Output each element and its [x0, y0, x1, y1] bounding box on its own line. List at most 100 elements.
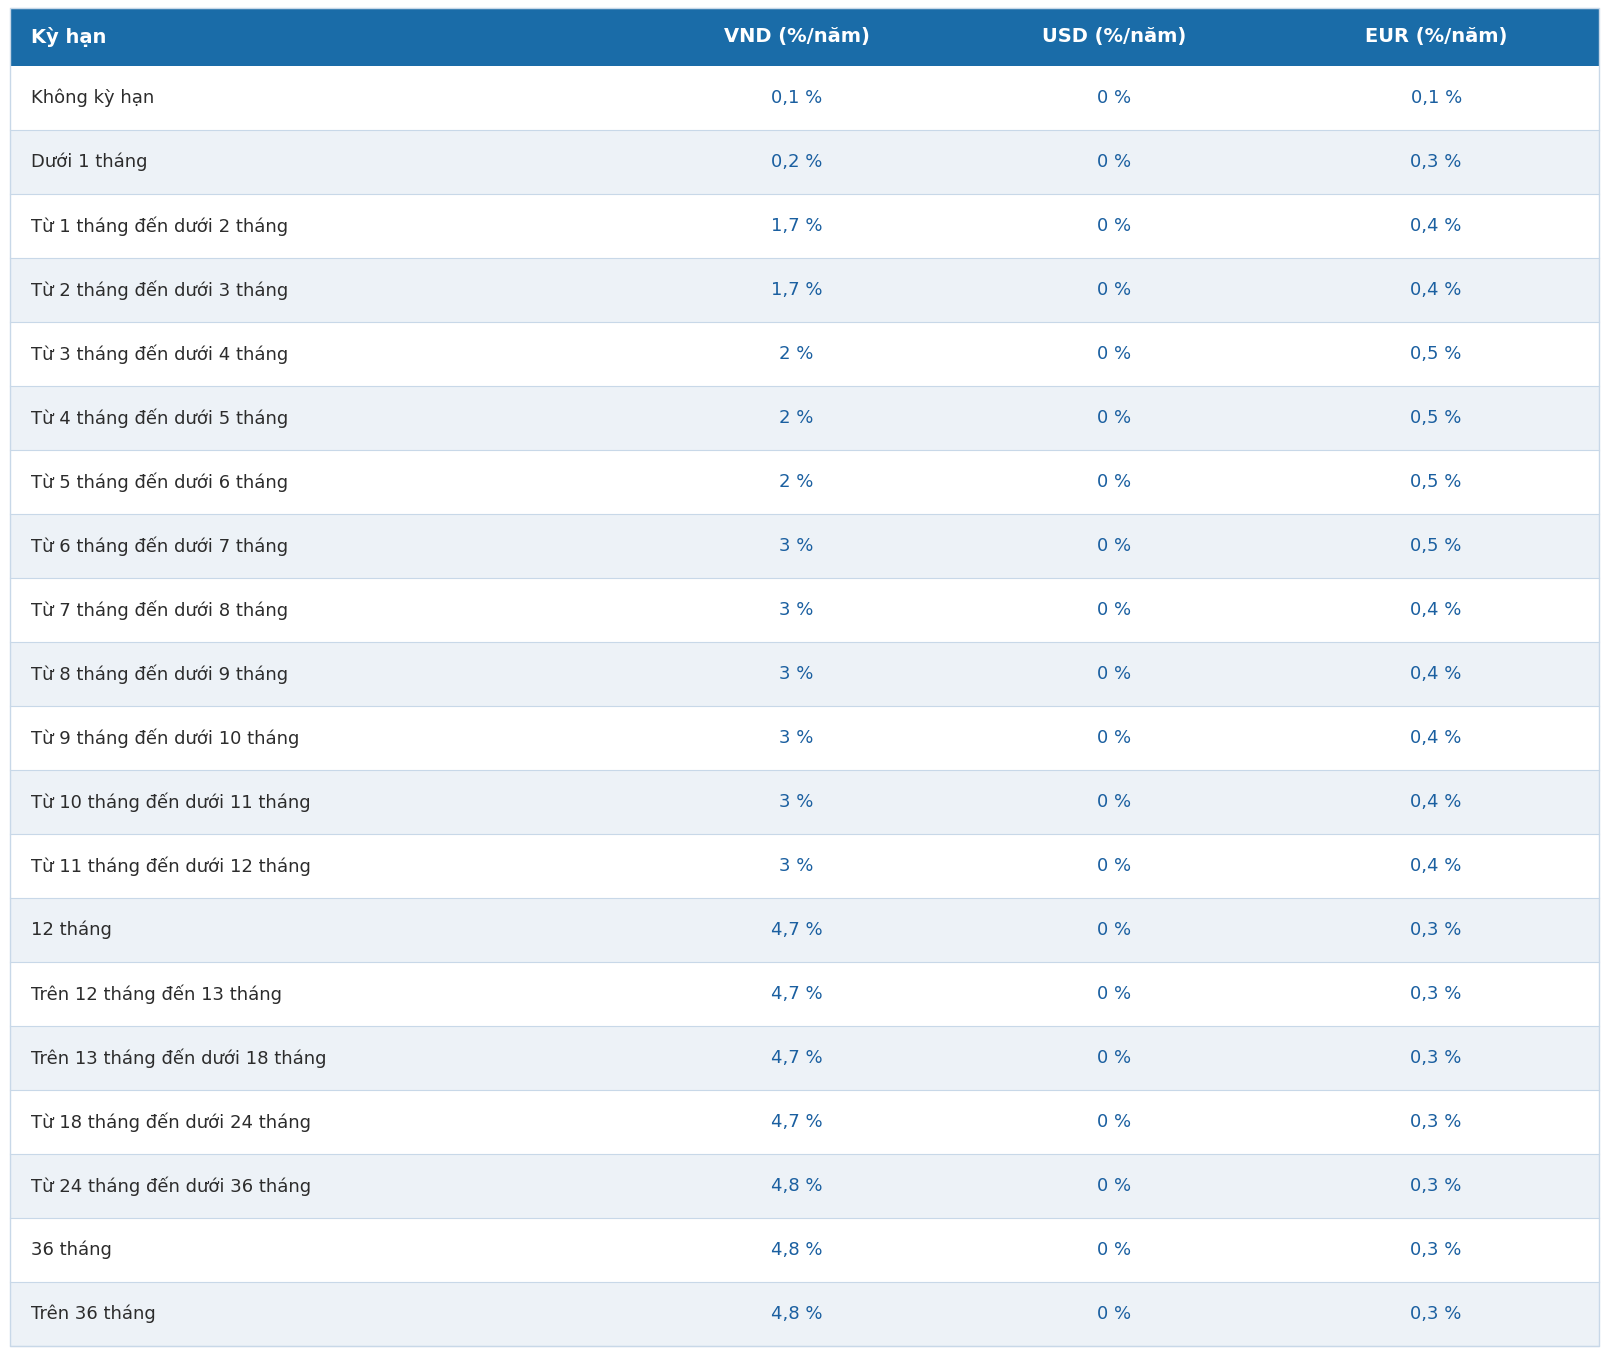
Bar	[10, 450, 1599, 514]
Bar	[10, 579, 1599, 642]
Text: 0 %: 0 %	[1097, 1305, 1131, 1323]
Text: 3 %: 3 %	[779, 600, 814, 618]
Text: 3 %: 3 %	[779, 729, 814, 747]
Text: 0,5 %: 0,5 %	[1411, 345, 1463, 363]
Text: 0,3 %: 0,3 %	[1411, 921, 1463, 939]
Text: 0 %: 0 %	[1097, 600, 1131, 618]
Text: Từ 11 tháng đến dưới 12 tháng: Từ 11 tháng đến dưới 12 tháng	[31, 857, 311, 876]
Bar	[10, 387, 1599, 450]
Text: 0,4 %: 0,4 %	[1411, 217, 1463, 234]
Text: 0 %: 0 %	[1097, 281, 1131, 299]
Text: 0 %: 0 %	[1097, 154, 1131, 171]
Text: 0 %: 0 %	[1097, 857, 1131, 875]
Text: 0,1 %: 0,1 %	[1411, 89, 1461, 107]
Text: 0 %: 0 %	[1097, 984, 1131, 1004]
Bar	[10, 1026, 1599, 1090]
Text: 0,4 %: 0,4 %	[1411, 665, 1463, 683]
Text: Từ 10 tháng đến dưới 11 tháng: Từ 10 tháng đến dưới 11 tháng	[31, 792, 311, 812]
Text: Trên 36 tháng: Trên 36 tháng	[31, 1305, 156, 1323]
Text: 0,3 %: 0,3 %	[1411, 1305, 1463, 1323]
Text: Từ 5 tháng đến dưới 6 tháng: Từ 5 tháng đến dưới 6 tháng	[31, 472, 288, 492]
Text: 0,3 %: 0,3 %	[1411, 154, 1463, 171]
Text: 1,7 %: 1,7 %	[771, 281, 822, 299]
Text: 12 tháng: 12 tháng	[31, 921, 111, 939]
Text: 1,7 %: 1,7 %	[771, 217, 822, 234]
Bar	[10, 514, 1599, 579]
Text: 0,4 %: 0,4 %	[1411, 729, 1463, 747]
Bar	[10, 322, 1599, 387]
Text: 0 %: 0 %	[1097, 1241, 1131, 1259]
Bar	[10, 962, 1599, 1026]
Text: Trên 12 tháng đến 13 tháng: Trên 12 tháng đến 13 tháng	[31, 984, 282, 1004]
Text: 0,5 %: 0,5 %	[1411, 537, 1463, 555]
Text: Từ 24 tháng đến dưới 36 tháng: Từ 24 tháng đến dưới 36 tháng	[31, 1176, 311, 1196]
Text: Dưới 1 tháng: Dưới 1 tháng	[31, 152, 148, 171]
Text: Từ 2 tháng đến dưới 3 tháng: Từ 2 tháng đến dưới 3 tháng	[31, 280, 288, 300]
Text: 0 %: 0 %	[1097, 345, 1131, 363]
Text: 0,3 %: 0,3 %	[1411, 1113, 1463, 1131]
Text: 3 %: 3 %	[779, 665, 814, 683]
Text: Từ 6 tháng đến dưới 7 tháng: Từ 6 tháng đến dưới 7 tháng	[31, 536, 288, 555]
Text: 36 tháng: 36 tháng	[31, 1241, 111, 1259]
Text: 0 %: 0 %	[1097, 1176, 1131, 1196]
Text: 0,3 %: 0,3 %	[1411, 1241, 1463, 1259]
Text: Không kỳ hạn: Không kỳ hạn	[31, 89, 154, 107]
Text: 0 %: 0 %	[1097, 792, 1131, 812]
Bar	[10, 642, 1599, 706]
Bar	[10, 834, 1599, 898]
Bar	[10, 706, 1599, 771]
Bar	[10, 1154, 1599, 1217]
Text: 0 %: 0 %	[1097, 537, 1131, 555]
Text: Từ 4 tháng đến dưới 5 tháng: Từ 4 tháng đến dưới 5 tháng	[31, 409, 288, 428]
Text: 0,4 %: 0,4 %	[1411, 281, 1463, 299]
Text: 0,5 %: 0,5 %	[1411, 409, 1463, 426]
Text: 0 %: 0 %	[1097, 1113, 1131, 1131]
Text: Từ 7 tháng đến dưới 8 tháng: Từ 7 tháng đến dưới 8 tháng	[31, 600, 288, 620]
Text: 2 %: 2 %	[779, 345, 814, 363]
Text: 3 %: 3 %	[779, 857, 814, 875]
Text: 0,3 %: 0,3 %	[1411, 1049, 1463, 1067]
Text: Kỳ hạn: Kỳ hạn	[31, 27, 106, 47]
Text: Từ 8 tháng đến dưới 9 tháng: Từ 8 tháng đến dưới 9 tháng	[31, 665, 288, 684]
Text: 0 %: 0 %	[1097, 409, 1131, 426]
Text: 0,1 %: 0,1 %	[771, 89, 822, 107]
Text: VND (%/năm): VND (%/năm)	[724, 27, 869, 47]
Bar	[10, 1217, 1599, 1282]
Text: 0,4 %: 0,4 %	[1411, 792, 1463, 812]
Text: 0,3 %: 0,3 %	[1411, 984, 1463, 1004]
Text: 0,4 %: 0,4 %	[1411, 857, 1463, 875]
Text: Từ 3 tháng đến dưới 4 tháng: Từ 3 tháng đến dưới 4 tháng	[31, 344, 288, 363]
Bar	[10, 1282, 1599, 1346]
Bar	[10, 898, 1599, 962]
Text: USD (%/năm): USD (%/năm)	[1043, 27, 1186, 47]
Bar	[10, 771, 1599, 834]
Text: 4,7 %: 4,7 %	[771, 1049, 822, 1067]
Bar	[10, 8, 1599, 66]
Bar	[10, 130, 1599, 195]
Text: Từ 9 tháng đến dưới 10 tháng: Từ 9 tháng đến dưới 10 tháng	[31, 728, 299, 747]
Text: Từ 18 tháng đến dưới 24 tháng: Từ 18 tháng đến dưới 24 tháng	[31, 1112, 311, 1131]
Text: 0 %: 0 %	[1097, 1049, 1131, 1067]
Text: 4,7 %: 4,7 %	[771, 984, 822, 1004]
Text: 4,7 %: 4,7 %	[771, 1113, 822, 1131]
Bar	[10, 195, 1599, 258]
Text: 0,5 %: 0,5 %	[1411, 473, 1463, 491]
Text: 4,8 %: 4,8 %	[771, 1305, 822, 1323]
Text: 0 %: 0 %	[1097, 89, 1131, 107]
Text: 0 %: 0 %	[1097, 665, 1131, 683]
Text: 3 %: 3 %	[779, 537, 814, 555]
Text: 0 %: 0 %	[1097, 473, 1131, 491]
Text: 2 %: 2 %	[779, 473, 814, 491]
Text: Trên 13 tháng đến dưới 18 tháng: Trên 13 tháng đến dưới 18 tháng	[31, 1049, 327, 1068]
Text: 0,2 %: 0,2 %	[771, 154, 822, 171]
Bar	[10, 258, 1599, 322]
Bar	[10, 66, 1599, 130]
Text: 0,3 %: 0,3 %	[1411, 1176, 1463, 1196]
Text: 0,4 %: 0,4 %	[1411, 600, 1463, 618]
Text: Từ 1 tháng đến dưới 2 tháng: Từ 1 tháng đến dưới 2 tháng	[31, 217, 288, 236]
Text: 0 %: 0 %	[1097, 217, 1131, 234]
Text: 4,7 %: 4,7 %	[771, 921, 822, 939]
Text: 0 %: 0 %	[1097, 729, 1131, 747]
Bar	[10, 1090, 1599, 1154]
Text: 2 %: 2 %	[779, 409, 814, 426]
